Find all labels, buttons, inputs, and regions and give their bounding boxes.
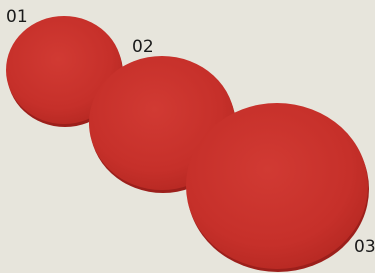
product-image: 01 02 03: [0, 0, 375, 273]
disc-label: 02: [132, 37, 154, 57]
disc-label: 03: [354, 237, 375, 257]
disc: [186, 103, 369, 272]
disc-label: 01: [6, 7, 28, 27]
disc-face: [186, 103, 368, 269]
